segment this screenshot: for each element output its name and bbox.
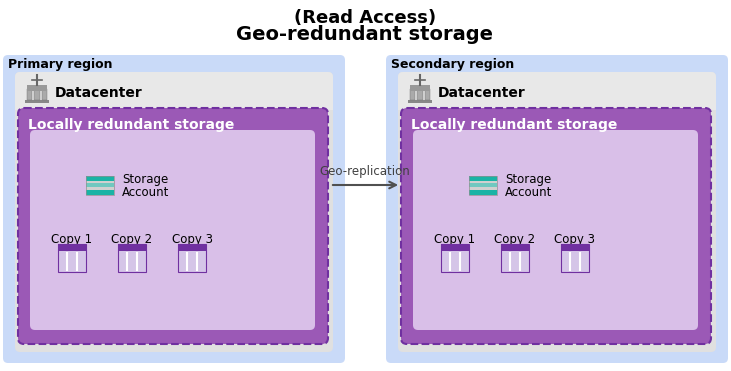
Bar — [86, 175, 114, 194]
Bar — [42, 89, 47, 100]
Bar — [398, 102, 716, 110]
Bar — [118, 244, 146, 251]
Bar — [86, 175, 114, 181]
Bar — [408, 100, 432, 103]
Text: Storage: Storage — [122, 173, 168, 186]
FancyBboxPatch shape — [386, 55, 728, 363]
Bar — [86, 183, 114, 187]
Bar — [15, 102, 333, 110]
Bar — [118, 244, 146, 272]
Text: Copy 1: Copy 1 — [434, 233, 476, 246]
Bar — [469, 190, 497, 194]
Text: Datacenter: Datacenter — [55, 86, 143, 100]
Text: Copy 3: Copy 3 — [555, 233, 596, 246]
FancyBboxPatch shape — [398, 72, 716, 110]
Bar — [178, 244, 206, 251]
Text: Copy 1: Copy 1 — [51, 233, 93, 246]
Bar — [469, 187, 497, 190]
Bar — [178, 244, 206, 272]
Text: Account: Account — [122, 187, 170, 200]
Bar — [58, 251, 86, 272]
Bar — [86, 187, 114, 190]
Text: Datacenter: Datacenter — [438, 86, 526, 100]
FancyBboxPatch shape — [15, 72, 333, 352]
Bar — [501, 244, 529, 272]
Bar — [58, 244, 86, 272]
Bar — [469, 181, 497, 183]
FancyBboxPatch shape — [30, 130, 315, 330]
FancyBboxPatch shape — [398, 72, 716, 352]
Text: Copy 3: Copy 3 — [172, 233, 213, 246]
FancyBboxPatch shape — [3, 55, 345, 363]
Text: Storage: Storage — [505, 173, 551, 186]
Text: Secondary region: Secondary region — [391, 58, 514, 71]
Bar — [561, 244, 589, 251]
FancyBboxPatch shape — [18, 108, 328, 344]
FancyBboxPatch shape — [413, 130, 698, 330]
Text: Locally redundant storage: Locally redundant storage — [411, 118, 618, 132]
Bar — [178, 251, 206, 272]
Bar — [25, 100, 49, 103]
Text: (Read Access): (Read Access) — [294, 9, 436, 27]
Bar — [27, 89, 32, 100]
Bar — [501, 244, 529, 251]
Text: Geo-redundant storage: Geo-redundant storage — [237, 26, 493, 45]
Bar — [34, 89, 39, 100]
FancyBboxPatch shape — [15, 72, 333, 110]
Text: Account: Account — [505, 187, 553, 200]
Bar — [86, 181, 114, 183]
Text: Primary region: Primary region — [8, 58, 113, 71]
Text: Copy 2: Copy 2 — [111, 233, 153, 246]
Bar — [441, 251, 469, 272]
Bar — [410, 89, 415, 100]
Bar — [561, 244, 589, 272]
Bar — [417, 89, 423, 100]
Bar — [441, 244, 469, 251]
Text: Copy 2: Copy 2 — [494, 233, 536, 246]
Bar — [469, 183, 497, 187]
Bar — [425, 89, 430, 100]
Bar — [118, 251, 146, 272]
Bar — [469, 175, 497, 194]
Bar — [86, 190, 114, 194]
Bar — [58, 244, 86, 251]
Text: Locally redundant storage: Locally redundant storage — [28, 118, 235, 132]
FancyBboxPatch shape — [401, 108, 711, 344]
Text: Geo-replication: Geo-replication — [319, 165, 410, 178]
Bar — [469, 175, 497, 181]
Bar — [410, 85, 430, 91]
Bar — [441, 244, 469, 272]
Bar — [561, 251, 589, 272]
Bar — [27, 85, 47, 91]
Bar — [501, 251, 529, 272]
